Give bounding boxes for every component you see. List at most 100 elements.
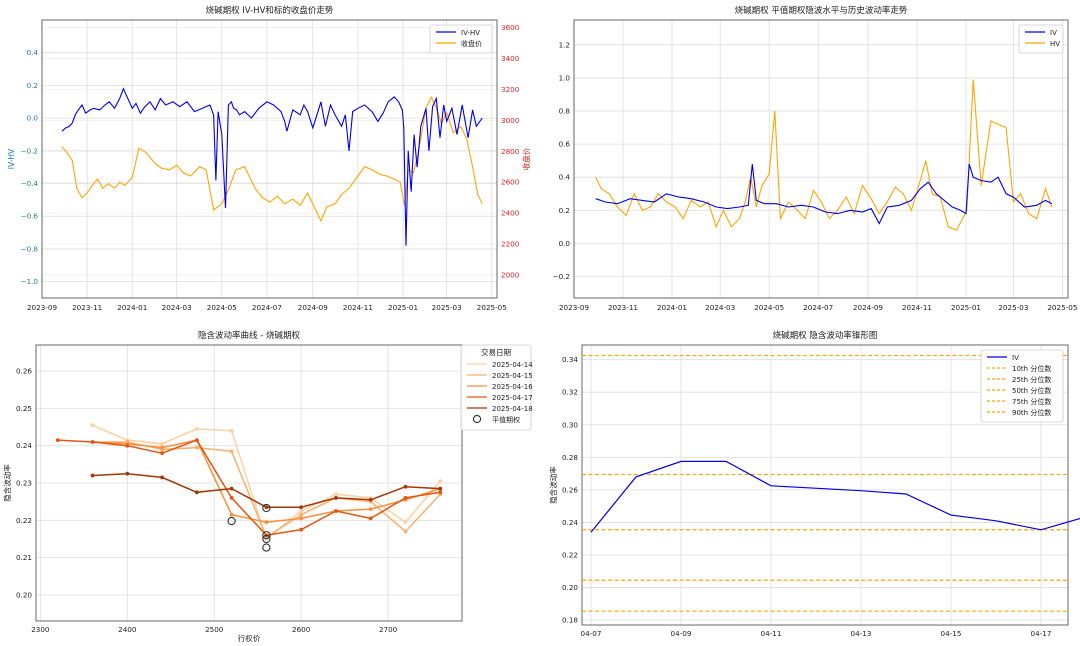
legend-label: 90th 分位数 [1012, 408, 1051, 417]
y-tick-label: 1.0 [559, 73, 571, 82]
chart-volatility-smile: 2300 2400 2500 2600 2700 0.26 0.25 0.24 0.23 0.22… [2, 330, 533, 643]
legend-label: 2025-04-15 [492, 372, 533, 380]
y-tick-label-left: −1.0 [21, 277, 39, 286]
data-point [229, 496, 234, 500]
legend-label: 75th 分位数 [1012, 397, 1051, 406]
legend-label: HV [1050, 40, 1060, 48]
legend-label: 2025-04-17 [492, 394, 533, 402]
data-point [160, 445, 164, 450]
series-line-hv [595, 79, 1053, 231]
data-point [229, 486, 234, 491]
x-tick-label: 2024-09 [298, 303, 328, 312]
chart-title: 烧碱期权 平值期权隐波水平与历史波动率走势 [735, 5, 908, 16]
x-tick-label: 2024-05 [207, 303, 237, 312]
data-point [160, 441, 164, 446]
data-point [438, 490, 443, 495]
y-tick-label-left: 0.4 [27, 48, 39, 57]
x-tick-label: 2023-09 [559, 303, 589, 312]
x-tick-label: 2024-03 [705, 303, 735, 312]
legend-label: IV [1050, 29, 1057, 37]
data-point [264, 505, 269, 510]
x-tick-label: 2024-11 [343, 303, 373, 312]
y-tick-label: 0.26 [562, 485, 578, 494]
x-tick-label: 2024-01 [657, 303, 687, 312]
x-tick-label: 2024-09 [853, 303, 883, 312]
y-tick-label: 0.4 [559, 173, 571, 182]
y-axis-label-left: IV-HV [7, 148, 16, 169]
y-tick-label-right: 2400 [501, 209, 520, 218]
data-point [160, 475, 164, 480]
y-tick-label: 0.22 [16, 516, 32, 525]
y-tick-label: −0.2 [553, 272, 570, 281]
atm-marker [227, 516, 236, 526]
chart-iv-hv-close: 2023-09 2023-11 2024-01 2024-03 2024-05 2024-… [7, 5, 531, 312]
y-tick-label: 0.6 [559, 140, 571, 149]
x-axis-label: 行权价 [238, 633, 261, 643]
series-line-iv [595, 163, 1053, 225]
y-tick-label-left: −0.4 [21, 179, 39, 188]
data-point [125, 443, 130, 448]
y-tick-label: 0.8 [559, 107, 571, 116]
y-tick-label: 0.2 [559, 206, 570, 215]
y-tick-label-right: 3200 [501, 85, 520, 94]
y-tick-label: 0.26 [16, 367, 32, 376]
legend-box [460, 344, 532, 431]
y-tick-label-right: 3400 [501, 54, 520, 63]
data-point [334, 496, 338, 500]
y-axis-label: 隐含波动率 [548, 466, 558, 504]
plot-frame [573, 19, 1069, 299]
y-tick-label: 0.24 [16, 441, 32, 450]
data-point [334, 509, 338, 513]
data-point [229, 428, 234, 433]
data-point [368, 507, 373, 512]
y-tick-label-left: 0.2 [27, 81, 38, 90]
x-tick-label: 2024-11 [902, 303, 932, 312]
y-tick-label-right: 2800 [501, 147, 520, 156]
data-point [403, 484, 408, 489]
legend-label: 50th 分位数 [1012, 386, 1051, 395]
atm-marker [262, 534, 271, 544]
x-tick-label: 04-07 [581, 629, 602, 638]
y-tick-label: 0.20 [562, 583, 578, 592]
data-point [160, 451, 164, 456]
y-tick-label: 0.28 [562, 453, 578, 462]
series-line-iv [590, 460, 1080, 533]
series-line-iv-hv [61, 87, 483, 246]
y-tick-label-left: 0.0 [27, 114, 39, 123]
legend-label: 2025-04-14 [492, 361, 533, 369]
x-tick-label: 2500 [205, 625, 224, 634]
x-tick-label: 2025-03 [432, 303, 462, 312]
legend-label: 平值期权 [492, 415, 520, 424]
data-point [55, 438, 60, 443]
legend-label: 2025-04-16 [492, 383, 533, 391]
x-tick-label: 2023-11 [608, 303, 638, 312]
chart-title: 烧碱期权 隐含波动率锥形图 [773, 330, 878, 341]
x-tick-label: 2023-09 [27, 303, 57, 312]
plot-frame [41, 19, 498, 299]
y-tick-label-right: 3000 [501, 116, 520, 125]
y-tick-label-left: −0.2 [21, 146, 38, 155]
y-tick-label: 0.25 [16, 404, 32, 413]
x-tick-label: 2024-03 [162, 303, 192, 312]
data-point [403, 520, 408, 525]
atm-marker [262, 503, 271, 513]
data-point [125, 471, 130, 476]
x-tick-label: 2700 [379, 625, 398, 634]
atm-marker [262, 531, 271, 540]
data-point [90, 423, 95, 428]
y-tick-label: 0.18 [562, 616, 578, 625]
legend-label: 25th 分位数 [1012, 375, 1051, 384]
x-tick-label: 2025-03 [998, 303, 1028, 312]
y-tick-label: 0.32 [562, 388, 578, 397]
x-tick-label: 04-09 [671, 629, 692, 638]
x-tick-label: 2025-01 [388, 303, 418, 312]
data-point [299, 516, 304, 521]
x-tick-label: 2025-05 [1047, 303, 1077, 312]
x-tick-label: 04-17 [1031, 629, 1052, 638]
x-tick-label: 04-15 [941, 629, 962, 638]
series-line-close [61, 95, 483, 223]
y-tick-label: 0.24 [562, 518, 578, 527]
y-axis-label: 隐含波动率 [2, 464, 12, 502]
data-point [299, 505, 304, 510]
legend-marker [472, 414, 482, 424]
